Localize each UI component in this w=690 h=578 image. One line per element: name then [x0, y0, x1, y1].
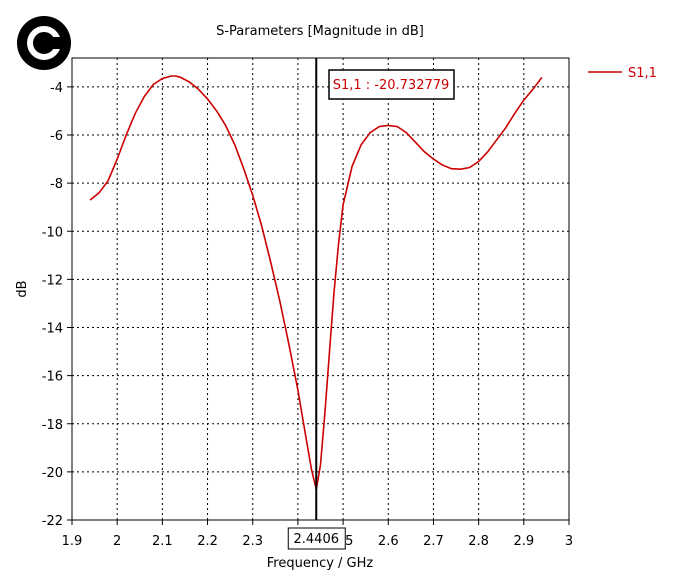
x-tick-label: 2.3 — [242, 534, 263, 549]
x-tick-label: 3 — [565, 534, 573, 549]
marker-readout-text: S1,1 : -20.732779 — [333, 78, 450, 93]
grid-lines — [72, 58, 569, 520]
x-tick-label: 2.7 — [423, 534, 444, 549]
legend-entry-s11: S1,1 — [628, 66, 657, 81]
x-axis-title: Frequency / GHz — [267, 556, 374, 571]
y-tick-label: -22 — [42, 514, 63, 529]
chart-title: S-Parameters [Magnitude in dB] — [216, 24, 424, 39]
x-tick-label: 2 — [113, 534, 121, 549]
y-axis-ticks: -4 -6 -8 -10 -12 -14 -16 -18 -20 -22 — [42, 81, 72, 529]
y-tick-label: -16 — [42, 370, 63, 385]
plot-area — [72, 58, 569, 520]
x-tick-label: 2.8 — [468, 534, 489, 549]
x-tick-label: 2.6 — [378, 534, 399, 549]
y-tick-label: -6 — [50, 129, 63, 144]
y-tick-label: -18 — [42, 418, 63, 433]
plot-border — [71, 57, 570, 521]
legend: S1,1 — [588, 66, 657, 81]
y-tick-label: -8 — [50, 177, 63, 192]
marker-x-label-box: 2.4406 — [287, 527, 346, 550]
y-axis-title: dB — [15, 280, 30, 297]
x-tick-label: 2.2 — [197, 534, 218, 549]
y-tick-label: -12 — [42, 273, 63, 288]
y-tick-label: -10 — [42, 225, 63, 240]
x-tick-label: 2.1 — [152, 534, 173, 549]
series-line-s11 — [89, 75, 543, 490]
y-tick-label: -4 — [50, 81, 63, 96]
y-tick-label: -14 — [42, 322, 63, 337]
marker-readout-box: S1,1 : -20.732779 — [328, 69, 455, 100]
x-tick-label: 2.9 — [513, 534, 534, 549]
marker-x-label: 2.4406 — [294, 532, 340, 547]
copyright-logo-icon — [17, 16, 71, 70]
y-tick-label: -20 — [42, 466, 63, 481]
x-tick-label: 1.9 — [62, 534, 83, 549]
